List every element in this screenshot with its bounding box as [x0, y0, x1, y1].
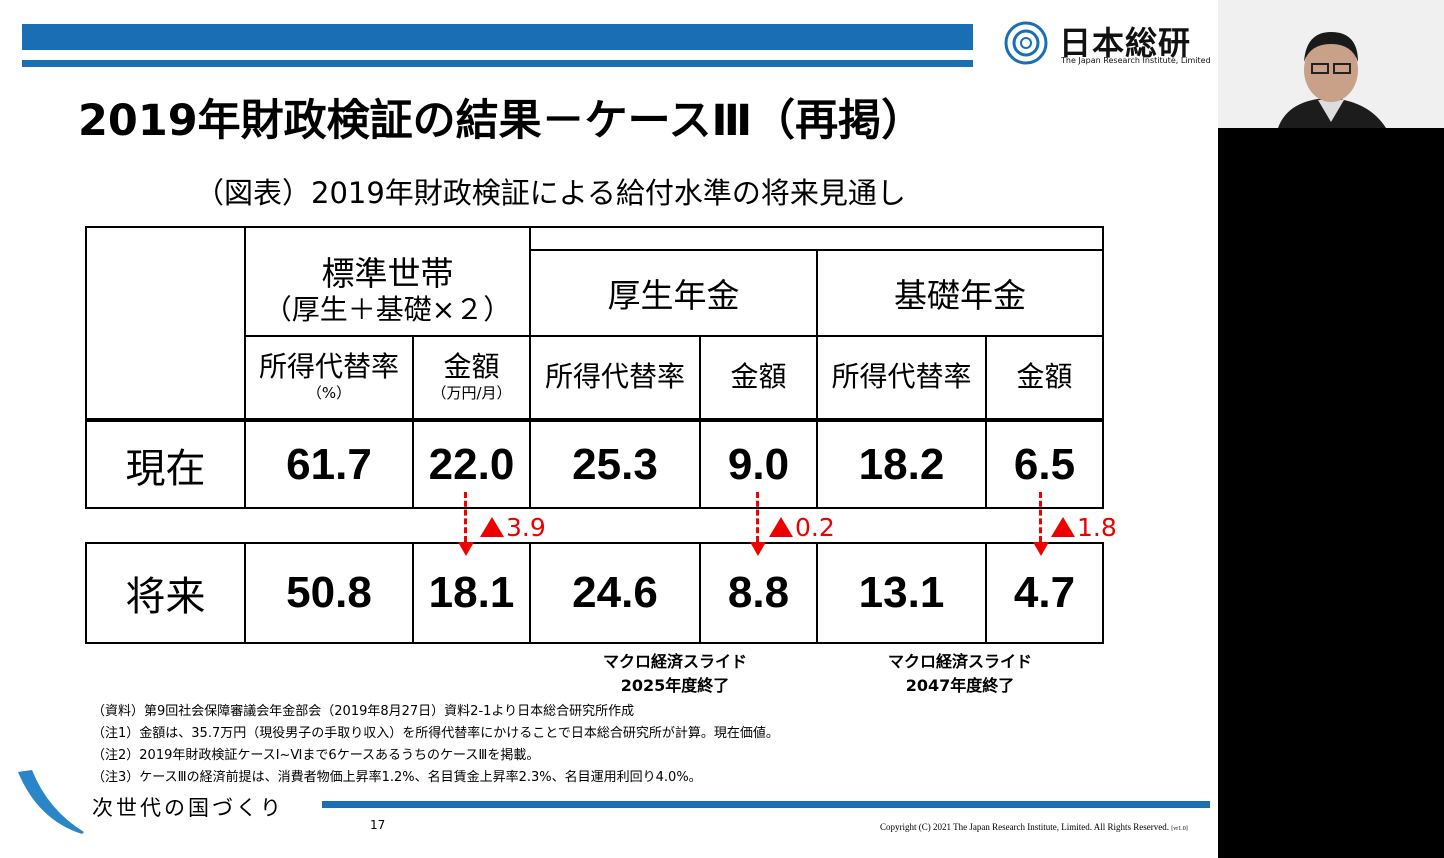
triangle-icon — [1051, 517, 1075, 537]
col-header-label: 金額 — [443, 349, 500, 383]
presenter-avatar — [1218, 0, 1444, 128]
col-header-amount: 金額 （万円/月） — [414, 337, 529, 418]
table-border — [244, 542, 246, 644]
table-border — [529, 226, 531, 509]
decrease-arrow-head-icon — [750, 542, 766, 556]
table-cell: 24.6 — [572, 568, 658, 617]
macro-slide-note-employee: マクロ経済スライド 2025年度終了 — [580, 650, 770, 698]
delta-value: 3.9 — [506, 513, 546, 542]
table-border — [244, 226, 246, 509]
footer-slogan: 次世代の国づくり — [92, 796, 284, 820]
table-cell: 18.2 — [858, 439, 945, 489]
table-border — [816, 249, 818, 509]
table-border — [245, 335, 1104, 337]
footnote-2: （注2）2019年財政検証ケースⅠ~Ⅵまで6ケースあるうちのケースⅢを掲載。 — [92, 748, 540, 763]
table-border — [85, 542, 87, 644]
decrease-arrow-line — [1039, 492, 1042, 542]
table-border — [699, 542, 701, 644]
table-cell: 13.1 — [858, 568, 945, 617]
table-border — [1102, 226, 1104, 509]
table-border — [85, 226, 1104, 228]
table-cell: 22.0 — [428, 439, 515, 489]
source-note: （資料）第9回社会保障審議会年金部会（2019年8月27日）資料2-1より日本総… — [92, 704, 635, 719]
table-border — [1102, 542, 1104, 644]
webcam-video — [1218, 0, 1444, 128]
macro-slide-end: 2047年度終了 — [905, 676, 1015, 695]
copyright-tag: [vr1.0] — [1171, 826, 1188, 832]
col-header-replacement-rate: 所得代替率 — [544, 360, 685, 394]
table-border — [529, 542, 531, 644]
group-header-label: 標準世帯 — [321, 254, 454, 294]
table-border — [985, 542, 987, 644]
footer-swoosh-icon — [18, 770, 84, 834]
page-title: 2019年財政検証の結果－ケースⅢ（再掲） — [78, 96, 925, 146]
table-cell: 61.7 — [286, 439, 372, 489]
decrease-arrow-line — [756, 492, 759, 542]
header-bar-top — [22, 24, 973, 50]
table-cell: 9.0 — [727, 439, 790, 489]
table-border — [699, 335, 701, 509]
col-header-replacement-rate: 所得代替率 （%） — [246, 337, 412, 418]
logo-english-name: The Japan Research Institute, Limited — [1061, 56, 1211, 65]
col-header-amount: 金額 — [730, 360, 787, 394]
table-border — [985, 335, 987, 509]
macro-slide-end: 2025年度終了 — [620, 676, 730, 695]
table-border — [85, 418, 1104, 422]
page-number: 17 — [370, 818, 386, 832]
footnote-1: （注1）金額は、35.7万円（現役男子の手取り収入）を所得代替率にかけることで日… — [92, 726, 779, 741]
group-header-standard-household: 標準世帯 （厚生＋基礎×２） — [246, 238, 529, 335]
decrease-arrow-head-icon — [1033, 542, 1049, 556]
col-header-unit: （%） — [306, 384, 352, 403]
col-header-unit: （万円/月） — [431, 384, 512, 403]
table-border — [85, 642, 1104, 644]
delta-label: 0.2 — [769, 513, 835, 542]
footer-bar — [322, 801, 1210, 808]
copyright: Copyright (C) 2021 The Japan Research In… — [880, 822, 1188, 832]
col-header-replacement-rate: 所得代替率 — [831, 360, 972, 394]
delta-label: 3.9 — [480, 513, 546, 542]
macro-slide-note-basic: マクロ経済スライド 2047年度終了 — [865, 650, 1055, 698]
group-header-note: （厚生＋基礎×２） — [263, 293, 512, 327]
footnote-3: （注3）ケースⅢの経済前提は、消費者物価上昇率1.2%、名目賃金上昇率2.3%、… — [92, 770, 702, 785]
table-cell: 25.3 — [572, 439, 658, 489]
slide: 日本総研 The Japan Research Institute, Limit… — [0, 0, 1218, 858]
table-cell: 6.5 — [1013, 439, 1076, 489]
table-cell: 18.1 — [428, 568, 515, 617]
group-header-employee-pension: 厚生年金 — [607, 276, 740, 315]
delta-value: 1.8 — [1077, 513, 1117, 542]
chart-subtitle: （図表）2019年財政検証による給付水準の将来見通し — [195, 176, 906, 210]
col-header-amount: 金額 — [1016, 360, 1073, 394]
delta-value: 0.2 — [795, 513, 835, 542]
col-header-label: 所得代替率 — [258, 349, 399, 383]
table-border — [412, 542, 414, 644]
group-header-basic-pension: 基礎年金 — [894, 276, 1026, 315]
table-border — [412, 335, 414, 509]
macro-slide-label: マクロ経済スライド — [602, 652, 747, 671]
logo-mark-icon — [1004, 21, 1048, 65]
decrease-arrow-head-icon — [458, 542, 474, 556]
triangle-icon — [480, 517, 504, 537]
row-label-current: 現在 — [125, 445, 206, 492]
logo-name: 日本総研 — [1059, 24, 1192, 62]
header-bar-thin — [22, 60, 973, 67]
table-border — [85, 507, 1104, 509]
copyright-text: Copyright (C) 2021 The Japan Research In… — [880, 822, 1170, 832]
table-cell: 50.8 — [286, 568, 372, 617]
table-border — [85, 542, 1104, 544]
company-logo: 日本総研 The Japan Research Institute, Limit… — [1003, 18, 1213, 70]
table-cell: 8.8 — [727, 568, 790, 617]
triangle-icon — [769, 517, 793, 537]
table-border — [85, 226, 87, 509]
table-cell: 4.7 — [1013, 568, 1076, 617]
macro-slide-label: マクロ経済スライド — [887, 652, 1032, 671]
row-label-future: 将来 — [125, 574, 206, 620]
delta-label: 1.8 — [1051, 513, 1117, 542]
decrease-arrow-line — [464, 492, 467, 542]
table-border — [816, 542, 818, 644]
